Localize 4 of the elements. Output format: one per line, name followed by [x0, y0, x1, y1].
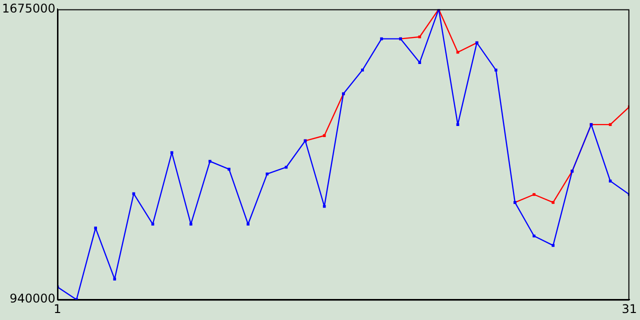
- y-tick-label: 1675000: [2, 1, 56, 16]
- x-tick-label: 31: [622, 302, 638, 316]
- x-tick-label: 1: [54, 302, 62, 316]
- y-tick-label: 940000: [10, 292, 56, 306]
